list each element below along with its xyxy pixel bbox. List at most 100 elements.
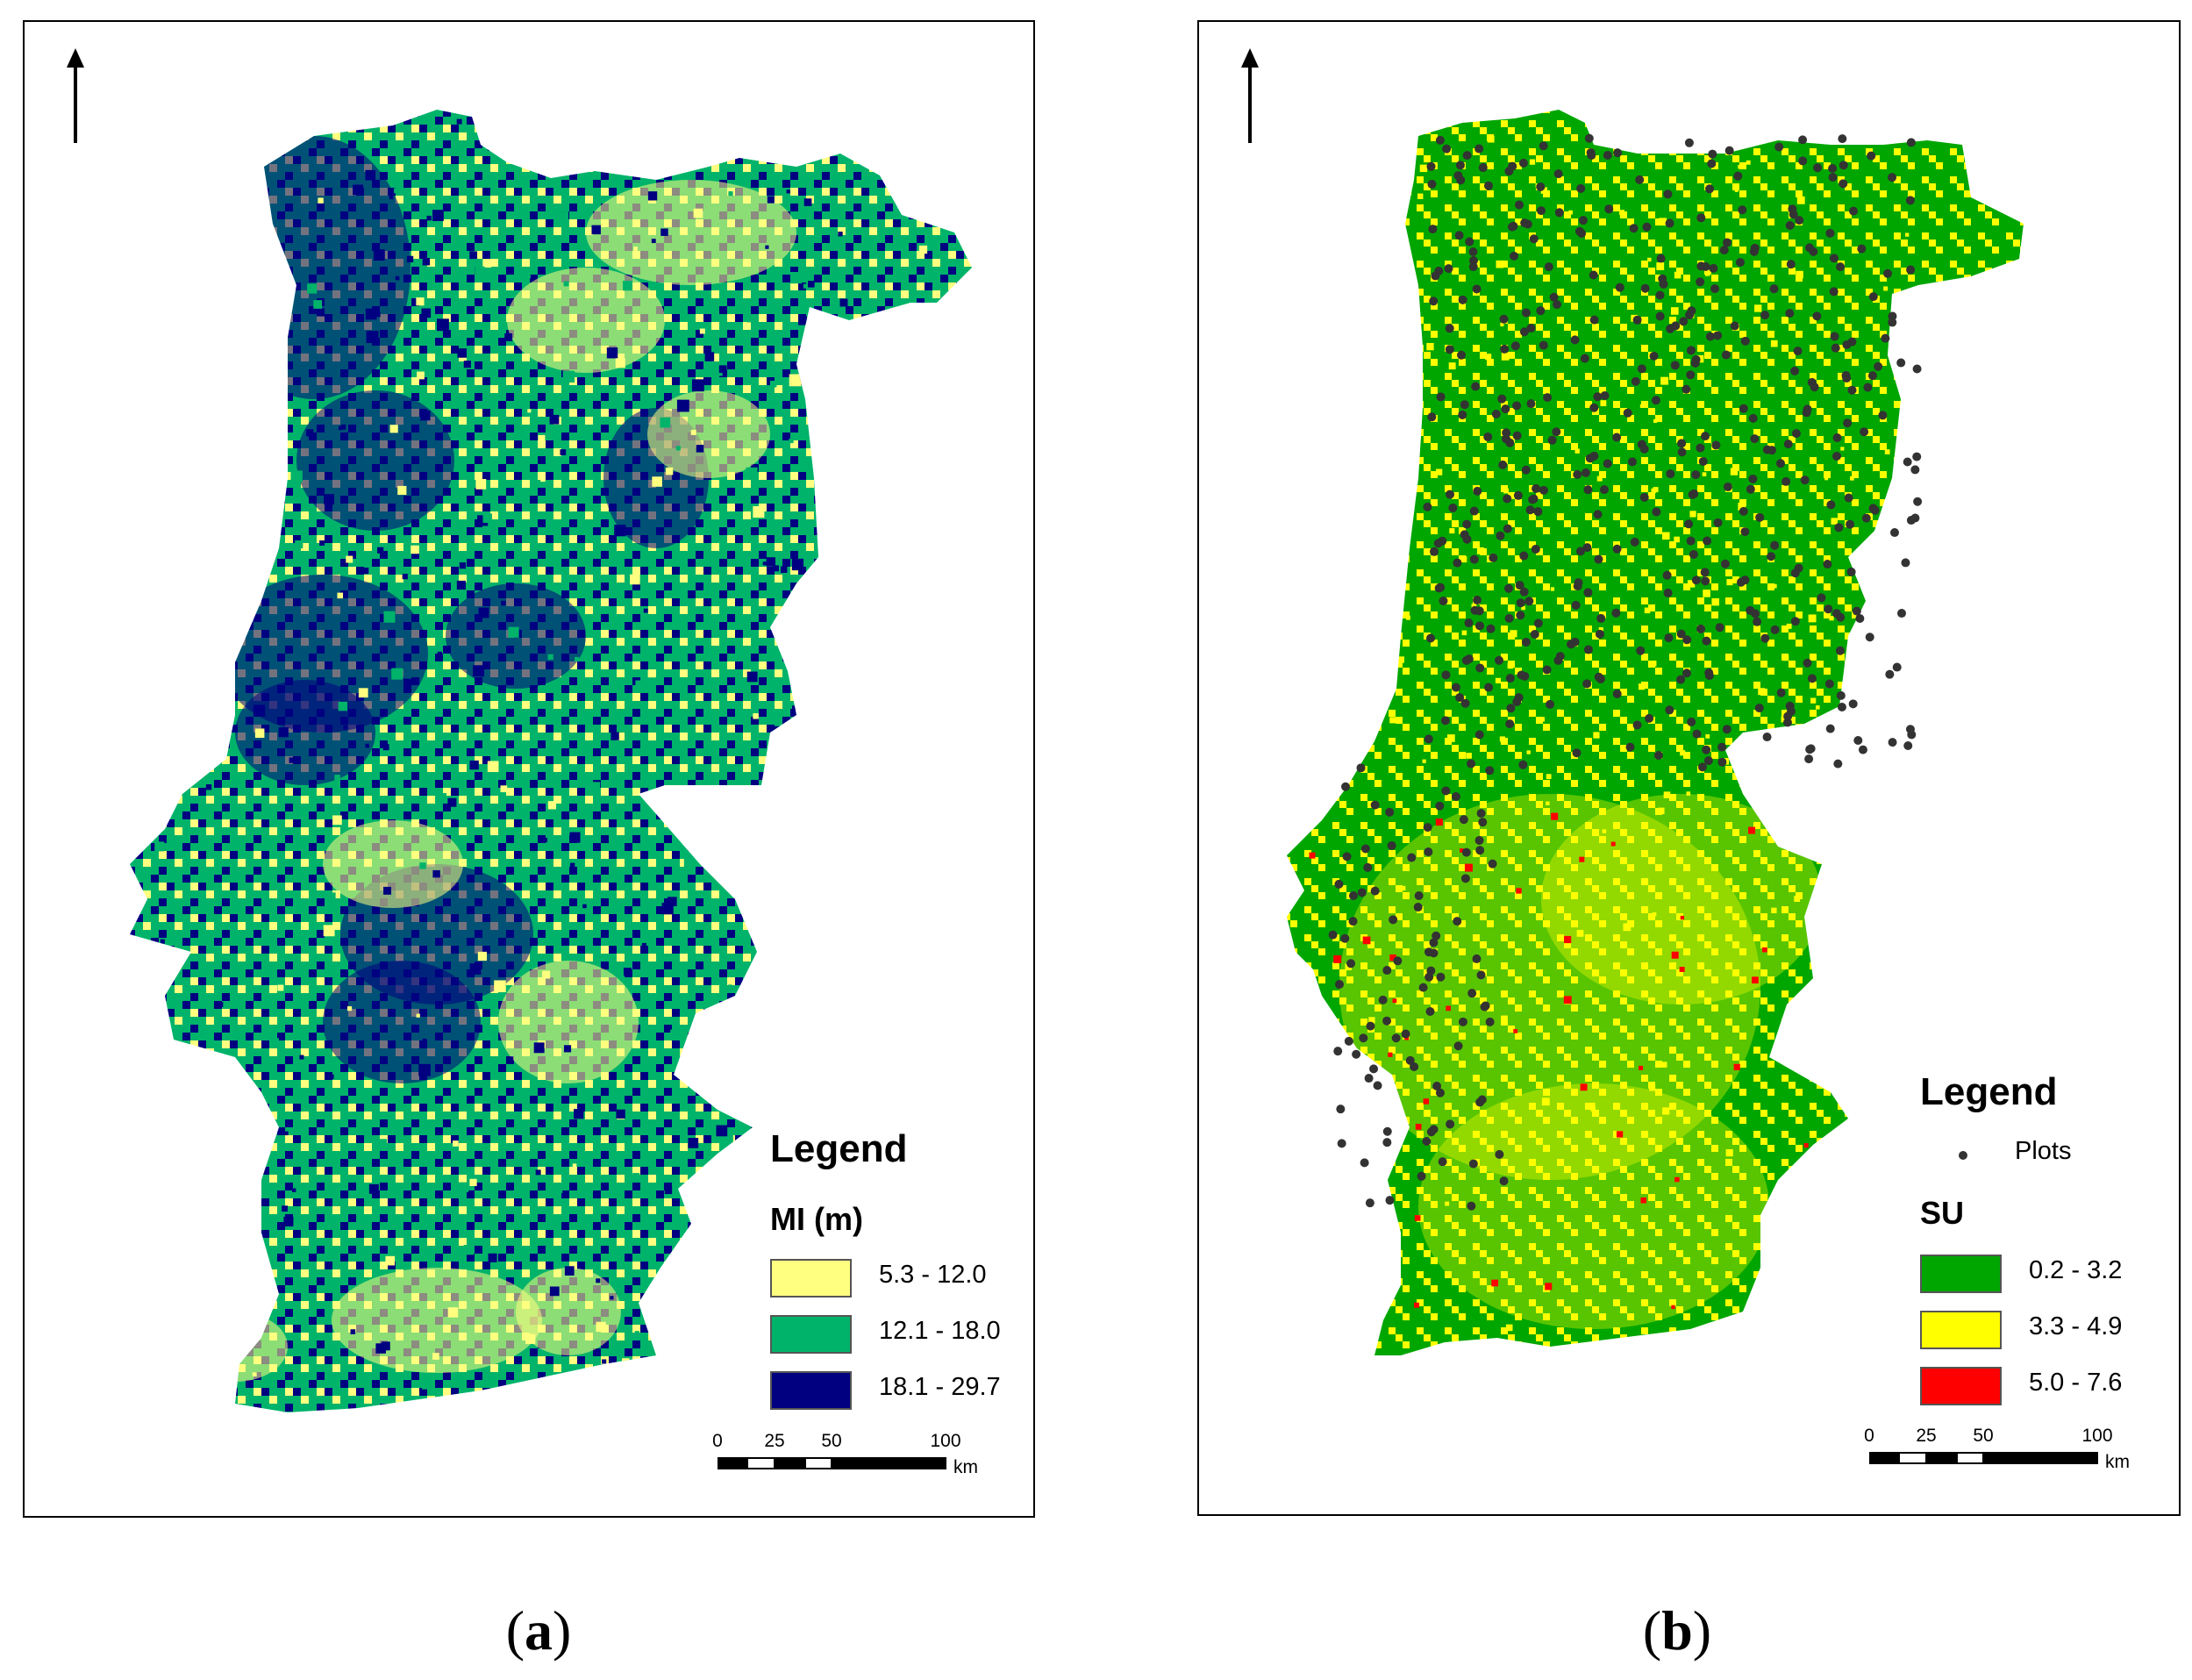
- map-cell: [1476, 547, 1484, 554]
- map-cell: [1770, 340, 1778, 347]
- map-cell: [1734, 188, 1739, 192]
- map-cell: [469, 251, 478, 260]
- map-cell: [373, 249, 385, 261]
- map-cell: [1803, 994, 1810, 1001]
- map-cell: [506, 1056, 513, 1063]
- legend-class-label: 12.1 - 18.0: [879, 1317, 1001, 1345]
- plot-point: [1430, 547, 1439, 556]
- map-cell: [1939, 559, 1946, 566]
- map-cell: [794, 1035, 805, 1047]
- map-cell: [707, 1067, 714, 1073]
- plot-point: [1373, 1081, 1382, 1090]
- map-region: [647, 390, 770, 478]
- map-cell: [145, 347, 152, 354]
- map-cell: [670, 1029, 681, 1040]
- map-cell: [185, 271, 196, 282]
- map-cell: [928, 421, 939, 432]
- plot-point: [1781, 476, 1791, 486]
- map-cell: [268, 111, 278, 120]
- plot-point: [1833, 759, 1843, 769]
- map-cell: [1686, 791, 1691, 796]
- map-cell: [1436, 468, 1443, 475]
- map-cell: [547, 654, 553, 660]
- scale-tick-label: 50: [1973, 1426, 1994, 1446]
- plot-point: [1485, 766, 1495, 776]
- scale-bar-b: 0 25 50 100 km: [1864, 1426, 2156, 1478]
- plot-point: [1686, 536, 1696, 546]
- plot-point: [1485, 1017, 1495, 1026]
- plot-point: [1906, 265, 1916, 275]
- legend-class-label: 5.3 - 12.0: [879, 1261, 987, 1289]
- plot-point: [1512, 401, 1522, 411]
- map-cell: [416, 297, 425, 306]
- plot-point: [1627, 457, 1637, 467]
- map-cell: [389, 425, 398, 433]
- map-cell: [426, 215, 432, 221]
- swatch: [770, 1315, 852, 1354]
- map-cell: [538, 434, 546, 442]
- plot-point: [1539, 485, 1548, 495]
- map-cell: [897, 111, 906, 120]
- map-cell: [896, 799, 903, 805]
- map-cell: [911, 965, 916, 969]
- plot-point: [1677, 447, 1687, 457]
- legend-class-mid: 12.1 - 18.0: [770, 1315, 1033, 1371]
- plot-point: [1665, 218, 1674, 228]
- plot-point: [1790, 366, 1800, 375]
- plot-point: [1457, 350, 1467, 360]
- plot-point: [1720, 559, 1730, 568]
- map-cell: [828, 759, 834, 765]
- plot-point: [1662, 570, 1672, 580]
- map-cell: [704, 352, 715, 361]
- plot-point: [1499, 1176, 1509, 1186]
- map-cell: [478, 607, 489, 618]
- map-cell: [716, 1125, 728, 1137]
- map-cell: [725, 874, 731, 879]
- map-cell: [1598, 627, 1603, 633]
- map-cell: [482, 125, 491, 133]
- plot-point: [1552, 427, 1561, 437]
- map-cell: [557, 1188, 563, 1194]
- map-cell: [1883, 286, 1889, 291]
- map-cell: [909, 958, 920, 969]
- plot-point: [1529, 234, 1539, 244]
- map-cell: [829, 341, 836, 348]
- plot-point: [1807, 674, 1817, 683]
- plot-point: [1477, 1095, 1487, 1105]
- plot-point: [1581, 468, 1590, 477]
- plot-point: [1746, 605, 1755, 615]
- plot-point: [1635, 175, 1645, 184]
- plot-point: [1401, 1029, 1410, 1039]
- plot-point: [1717, 757, 1727, 767]
- scale-tick-label: 0: [712, 1431, 723, 1451]
- map-cell: [623, 968, 632, 976]
- map-cell: [316, 308, 325, 317]
- map-cell: [1388, 1052, 1393, 1057]
- plot-point: [1677, 439, 1687, 448]
- plot-point: [1498, 460, 1508, 469]
- map-cell: [160, 939, 165, 944]
- map-cell: [1564, 935, 1572, 944]
- plot-point: [1475, 621, 1485, 631]
- map-cell: [411, 545, 419, 554]
- map-cell: [1401, 885, 1406, 891]
- plot-point: [1830, 332, 1839, 341]
- plot-point: [1696, 261, 1706, 271]
- map-cell: [421, 1378, 433, 1390]
- plot-point: [1454, 231, 1464, 240]
- map-cell: [154, 841, 165, 852]
- map-cell: [1614, 234, 1619, 239]
- plot-point: [1659, 279, 1668, 289]
- plot-point: [1446, 490, 1455, 499]
- map-cell: [893, 649, 904, 660]
- plot-point: [1348, 917, 1358, 926]
- map-cell: [1315, 1098, 1324, 1106]
- plot-point: [1429, 297, 1439, 306]
- plot-point: [1382, 1126, 1392, 1136]
- plot-point: [1878, 411, 1888, 420]
- plot-point: [1698, 456, 1708, 466]
- map-cell: [762, 561, 767, 566]
- plot-point: [1612, 689, 1622, 698]
- plot-point: [1478, 818, 1488, 827]
- plot-point: [1521, 308, 1531, 318]
